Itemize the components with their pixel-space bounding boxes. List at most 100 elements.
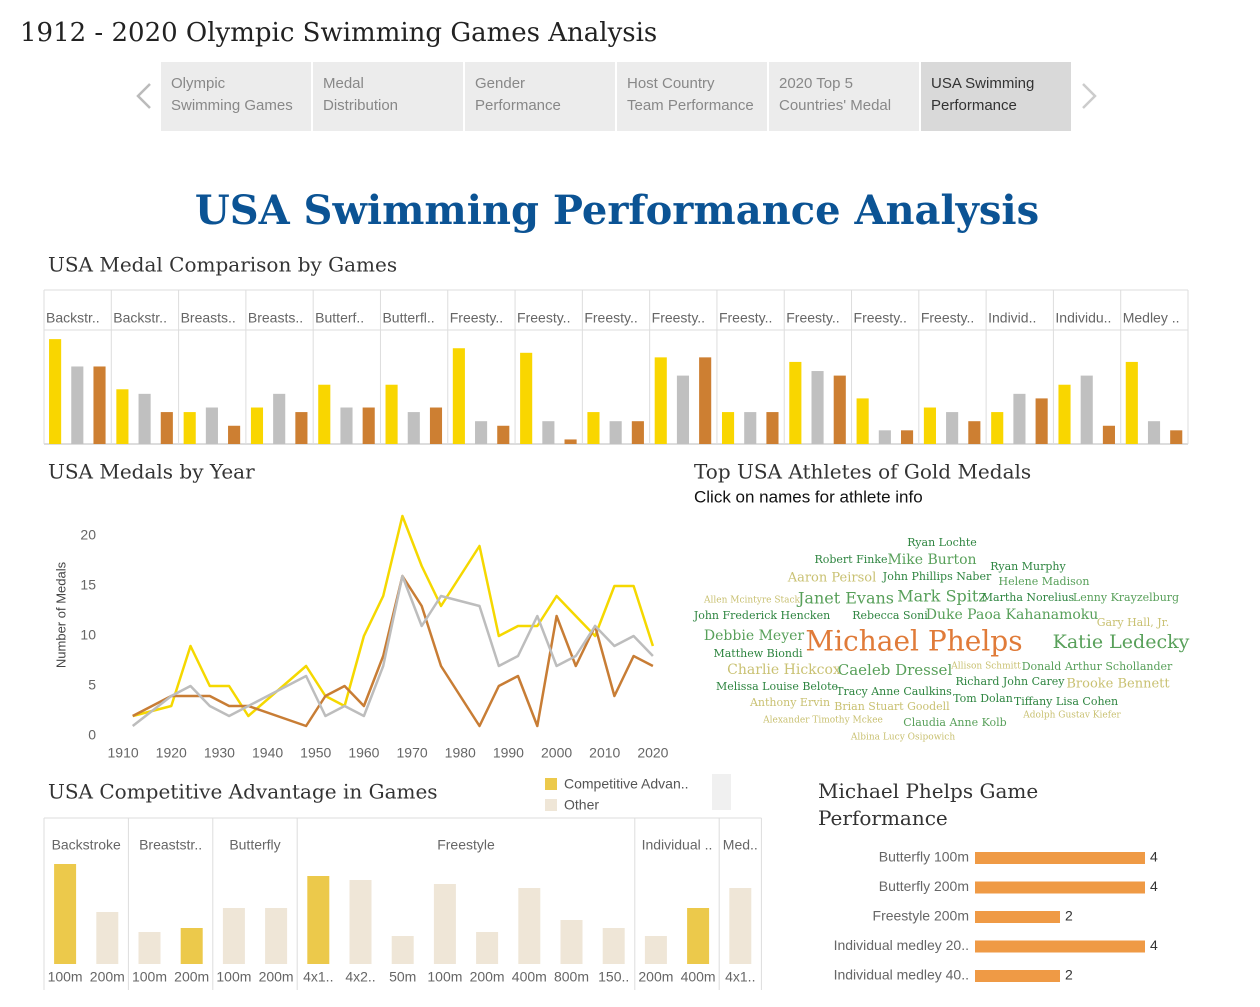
bar — [1147, 421, 1161, 444]
next-arrow[interactable] — [1082, 83, 1097, 109]
athlete-name[interactable]: Melissa Louise Belote — [716, 680, 838, 693]
bar — [433, 884, 456, 964]
athlete-name[interactable]: Aaron Peirsol — [787, 571, 877, 586]
prev-arrow[interactable] — [136, 83, 151, 109]
group-label: Freestyle — [437, 837, 495, 853]
nav-tab-label[interactable]: Swimming Games — [171, 97, 293, 114]
x-tick-label: 1960 — [348, 745, 379, 761]
column-label: Backstr.. — [46, 310, 100, 326]
x-tick-label: 1990 — [493, 745, 524, 761]
x-tick-label: 100m — [132, 969, 167, 985]
data-label: 4 — [1150, 849, 1158, 865]
x-tick-label: 1980 — [445, 745, 476, 761]
athlete-name[interactable]: Charlie Hickcox — [727, 662, 841, 678]
x-tick-label: 1940 — [252, 745, 283, 761]
athlete-name[interactable]: Martha Norelius — [982, 591, 1075, 604]
x-tick-label: 200m — [90, 969, 125, 985]
bar — [856, 398, 869, 444]
athlete-name[interactable]: Mike Burton — [887, 552, 976, 568]
athlete-name[interactable]: Richard John Carey — [955, 675, 1065, 688]
bar — [654, 357, 667, 444]
x-tick-label: 200m — [259, 969, 294, 985]
athlete-name[interactable]: Debbie Meyer — [704, 628, 804, 644]
nav-tab-label[interactable]: Countries' Medal — [779, 97, 891, 114]
athlete-name[interactable]: Tom Dolan — [953, 692, 1013, 705]
athlete-name[interactable]: Ryan Lochte — [907, 536, 977, 549]
athlete-name[interactable]: Katie Ledecky — [1053, 631, 1190, 653]
nav-tab[interactable] — [921, 62, 1071, 131]
athlete-name[interactable]: Tiffany Lisa Cohen — [1014, 695, 1118, 708]
athlete-name[interactable]: Adolph Gustav Kiefer — [1022, 711, 1121, 721]
bar — [699, 357, 712, 444]
column-label: Freesty.. — [652, 310, 705, 326]
bar — [520, 352, 533, 444]
nav-tab-label[interactable]: Team Performance — [627, 97, 754, 114]
athlete-name[interactable]: Allen Mcintyre Stack — [703, 596, 801, 606]
x-tick-label: 400m — [512, 969, 547, 985]
nav-tab[interactable] — [313, 62, 463, 131]
group-label: Med.. — [723, 837, 758, 853]
y-tick-label: Individual medley 20.. — [834, 937, 969, 953]
y-tick-label: 10 — [80, 627, 96, 643]
athlete-name[interactable]: Helene Madison — [999, 575, 1090, 588]
athlete-name[interactable]: Tracy Anne Caulkins — [836, 685, 952, 698]
bar — [1080, 375, 1093, 444]
bar — [900, 430, 914, 444]
bar — [295, 412, 308, 444]
nav-tab-label[interactable]: Distribution — [323, 97, 398, 114]
nav-tab-label[interactable]: Host Country — [627, 75, 715, 92]
athlete-name[interactable]: Michael Phelps — [805, 625, 1022, 658]
bar — [1125, 361, 1138, 444]
athlete-name[interactable]: Janet Evans — [796, 589, 894, 608]
x-tick-label: 200m — [638, 969, 673, 985]
data-label: 4 — [1150, 937, 1158, 953]
athlete-name[interactable]: Alexander Timothy Mckee — [762, 716, 883, 726]
nav-tab-label[interactable]: 2020 Top 5 — [779, 75, 853, 92]
chart-title: USA Medals by Year — [48, 460, 255, 484]
nav-tab-label[interactable]: USA Swimming — [931, 75, 1034, 92]
column-label: Butterfl.. — [382, 310, 434, 326]
data-label: 2 — [1065, 908, 1073, 924]
athlete-name[interactable]: Anthony Ervin — [749, 696, 830, 709]
athlete-name[interactable]: Caeleb Dressel — [838, 661, 953, 679]
athlete-name[interactable]: Lenny Krayzelburg — [1073, 591, 1179, 604]
athlete-name[interactable]: Mark Spitz — [897, 587, 987, 606]
athlete-name[interactable]: Claudia Anne Kolb — [903, 716, 1006, 729]
column-label: Individ.. — [988, 310, 1036, 326]
column-label: Freesty.. — [517, 310, 570, 326]
nav-tab[interactable] — [617, 62, 767, 131]
athlete-name[interactable]: Gary Hall, Jr. — [1097, 616, 1169, 629]
nav-tab[interactable] — [769, 62, 919, 131]
athlete-name[interactable]: Albina Lucy Osipowich — [850, 733, 955, 743]
athlete-name[interactable]: Donald Arthur Schollander — [1022, 660, 1173, 673]
x-tick-label: 4x2.. — [345, 969, 375, 985]
chart-title: USA Competitive Advantage in Games — [48, 780, 438, 804]
legend-swatch — [545, 799, 557, 811]
athlete-name[interactable]: Matthew Biondi — [713, 647, 803, 660]
nav-tab-label[interactable]: Gender — [475, 75, 525, 92]
x-tick-label: 200m — [470, 969, 505, 985]
nav-tab-label[interactable]: Performance — [931, 97, 1017, 114]
nav-tab-label[interactable]: Medal — [323, 75, 364, 92]
athlete-name[interactable]: Allison Schmitt — [950, 662, 1021, 672]
athlete-name[interactable]: Duke Paoa Kahanamoku — [926, 607, 1099, 623]
bar — [766, 412, 779, 444]
athlete-name[interactable]: Brian Stuart Goodell — [834, 700, 950, 713]
bar — [54, 864, 77, 964]
athlete-name[interactable]: John Phillips Naber — [882, 570, 992, 583]
nav-tab[interactable] — [161, 62, 311, 131]
nav-tab-label[interactable]: Performance — [475, 97, 561, 114]
athlete-name[interactable]: Brooke Bennett — [1066, 677, 1170, 692]
nav-tab-label[interactable]: Olympic — [171, 75, 226, 92]
athlete-name[interactable]: Ryan Murphy — [990, 560, 1066, 573]
y-axis-title: Number of Medals — [53, 561, 68, 668]
athlete-name[interactable]: John Frederick Hencken — [693, 609, 830, 622]
y-tick-label: Butterfly 200m — [879, 878, 969, 894]
bar — [542, 421, 555, 444]
nav-tab[interactable] — [465, 62, 615, 131]
athlete-name[interactable]: Rebecca Soni — [852, 609, 928, 622]
athlete-name[interactable]: Robert Finke — [814, 553, 887, 566]
bar — [833, 375, 846, 444]
bar — [49, 339, 62, 444]
y-tick-label: 5 — [88, 677, 96, 693]
